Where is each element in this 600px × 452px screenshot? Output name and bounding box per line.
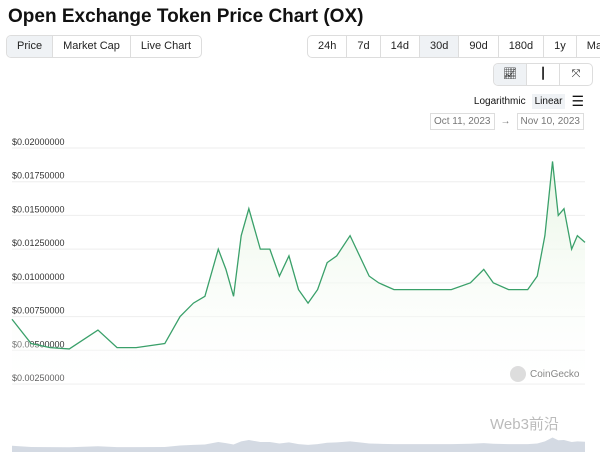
scale-toggle: Logarithmic Linear ☰: [474, 93, 584, 110]
range-7d[interactable]: 7d: [347, 36, 381, 57]
fullscreen-icon[interactable]: ⤧: [571, 68, 581, 80]
date-from[interactable]: Oct 11, 2023: [429, 113, 495, 130]
gecko-icon: [510, 366, 526, 382]
y-tick-label: $0.01250000: [12, 238, 65, 248]
tab-live-chart[interactable]: Live Chart: [140, 40, 192, 52]
tab-market-cap[interactable]: Market Cap: [53, 36, 131, 57]
price-line: [11, 161, 586, 350]
y-tick-label: $0.00500000: [12, 339, 65, 349]
linear-button[interactable]: Linear: [531, 94, 566, 109]
y-tick-label: $0.02000000: [12, 137, 65, 147]
range-90d[interactable]: 90d: [459, 36, 499, 57]
price-area: [12, 161, 585, 384]
range-14d[interactable]: 14d: [381, 36, 420, 57]
range-max[interactable]: Max: [586, 40, 600, 52]
coingecko-logo: CoinGecko: [510, 366, 579, 382]
range-180d[interactable]: 180d: [499, 36, 545, 57]
date-range: Oct 11, 2023 → Nov 10, 2023: [429, 113, 584, 130]
range-24h[interactable]: 24h: [308, 36, 348, 57]
date-to[interactable]: Nov 10, 2023: [516, 113, 584, 130]
y-tick-label: $0.00750000: [12, 306, 65, 316]
view-tabs: Price Market Cap Live Chart: [6, 35, 203, 58]
navigator-area: [12, 437, 585, 452]
range-tabs: 24h 7d 14d 30d 90d 180d 1y Max: [307, 35, 600, 58]
arrow-icon: →: [500, 116, 511, 127]
menu-icon[interactable]: ☰: [571, 93, 584, 109]
tab-price[interactable]: Price: [7, 36, 54, 57]
chart-type-tabs: 📈︎ ┃ ⤧: [493, 63, 593, 86]
page-title: Open Exchange Token Price Chart (OX): [8, 6, 364, 27]
y-tick-label: $0.01500000: [12, 204, 65, 214]
range-30d[interactable]: 30d: [419, 36, 460, 57]
candlestick-icon[interactable]: ┃: [527, 64, 560, 85]
logarithmic-button[interactable]: Logarithmic: [473, 96, 526, 107]
y-tick-label: $0.01750000: [12, 171, 65, 181]
range-1y[interactable]: 1y: [544, 36, 577, 57]
y-tick-label: $0.01000000: [12, 272, 65, 282]
line-chart-icon[interactable]: 📈︎: [494, 64, 527, 85]
watermark: Web3前沿: [490, 416, 559, 433]
